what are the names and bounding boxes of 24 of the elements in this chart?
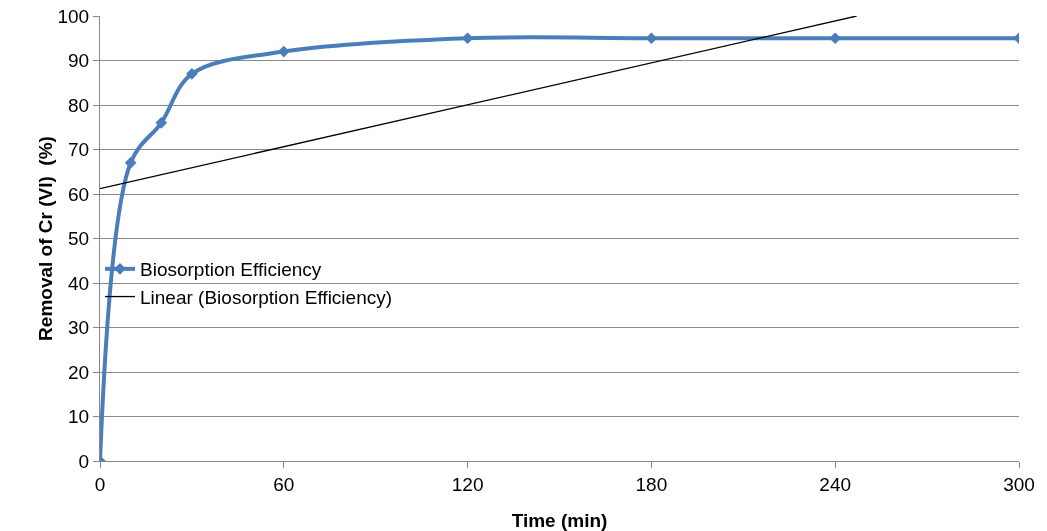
y-tick-label: 90 [68, 50, 90, 72]
y-tick-label: 70 [68, 139, 90, 161]
y-tick-label: 100 [57, 5, 90, 27]
point [155, 116, 168, 129]
x-tick-label: 60 [273, 473, 295, 495]
x-tick-label: 240 [819, 473, 852, 495]
x-tick-label: 180 [635, 473, 668, 495]
x-tick-label: 300 [1003, 473, 1035, 495]
y-tick-label: 20 [68, 361, 90, 383]
x-axis-title: Time (min) [511, 510, 608, 531]
point [124, 157, 137, 169]
y-tick-label: 30 [68, 317, 90, 339]
y-tick-label: 10 [68, 406, 90, 428]
x-tick-label: 0 [94, 473, 106, 495]
point [186, 68, 198, 80]
y-tick-label: 50 [68, 228, 90, 250]
y-tick-label: 0 [78, 450, 90, 472]
legend-label: Biosorption Efficiency [140, 259, 322, 281]
y-axis-title: Removal of Cr (VI) (%) [35, 136, 56, 341]
y-tick-label: 80 [68, 94, 90, 116]
legend-label: Linear (Biosorption Efficiency) [140, 286, 393, 308]
x-tick-label: 120 [451, 473, 484, 495]
y-tick-label: 60 [68, 183, 90, 205]
y-tick-label: 40 [68, 272, 90, 294]
